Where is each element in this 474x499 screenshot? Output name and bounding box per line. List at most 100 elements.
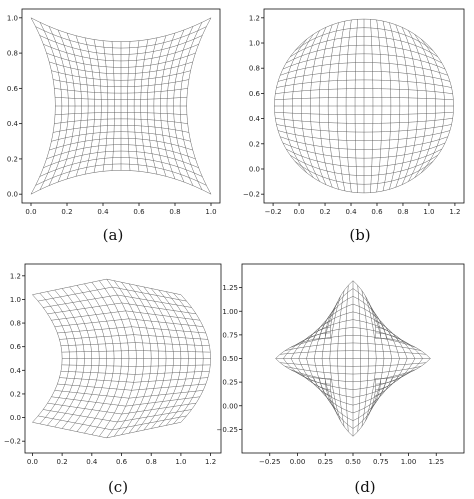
mesh-lines xyxy=(275,280,431,437)
mesh-line-v xyxy=(160,32,176,180)
mesh-line-h xyxy=(295,327,411,345)
mesh-line-h xyxy=(289,36,439,58)
mesh-line-h xyxy=(53,79,189,87)
mesh-lines xyxy=(274,18,454,194)
mesh-line-h xyxy=(59,334,208,340)
mesh-line-v xyxy=(121,282,152,435)
y-tick-label: 0.8 xyxy=(249,65,260,73)
mesh-line-v xyxy=(173,26,194,186)
mesh-line-h xyxy=(38,415,187,431)
y-tick-label: 0.0 xyxy=(10,414,21,422)
mesh-line-v xyxy=(401,27,418,185)
y-tick-label: 0.75 xyxy=(222,331,238,339)
mesh-line-v xyxy=(365,296,377,421)
mesh-line-h xyxy=(47,302,197,315)
mesh-line-h xyxy=(49,61,193,75)
mesh-line-h xyxy=(275,88,453,94)
mesh-line-v xyxy=(357,285,361,432)
mesh-line-v xyxy=(179,22,203,190)
mesh-line-v xyxy=(395,24,410,188)
x-tick-label: 0.4 xyxy=(86,458,98,466)
y-tick-label: 0.8 xyxy=(7,50,18,58)
mesh-line-v xyxy=(427,44,454,168)
mesh-line-h xyxy=(300,18,428,45)
mesh-line-h xyxy=(285,342,421,351)
mesh-line-v xyxy=(151,288,182,429)
x-tick-label: 0.00 xyxy=(290,458,306,466)
mesh-line-v xyxy=(180,294,211,423)
y-tick-label: 0.50 xyxy=(222,355,238,363)
mesh-line-v xyxy=(165,291,196,426)
x-tick-label: 0.2 xyxy=(57,458,68,466)
x-tick-label: 1.2 xyxy=(205,458,216,466)
mesh-line-h xyxy=(54,88,188,94)
mesh-line-v xyxy=(375,326,416,391)
mesh-line-v xyxy=(376,19,383,193)
mesh-line-v xyxy=(140,39,149,173)
mesh-line-v xyxy=(414,34,436,178)
mesh-line-h xyxy=(280,62,448,76)
x-tick-label: 0.0 xyxy=(25,208,36,216)
mesh-line-v xyxy=(370,19,374,193)
mesh-line-h xyxy=(274,97,454,101)
x-tick-label: 0.25 xyxy=(317,458,333,466)
mesh-line-v xyxy=(389,22,401,190)
x-tick-label: 1.0 xyxy=(205,208,216,216)
y-tick-label: 0.6 xyxy=(249,90,261,98)
mesh-line-v xyxy=(113,280,145,437)
mesh-line-h xyxy=(46,52,196,68)
x-tick-label: 1.2 xyxy=(449,208,460,216)
mesh-line-v xyxy=(186,17,212,195)
mesh-line-h xyxy=(38,286,187,302)
panel-a: 0.0 0.2 0.4 0.6 0.8 1.0 0.0 0.2 0.4 0.6 0.8 1.0 (a) xyxy=(7,8,221,244)
x-tick-label: 0.6 xyxy=(133,208,145,216)
mesh-line-h xyxy=(286,44,442,64)
mesh-line-v xyxy=(127,41,131,171)
mesh-line-v xyxy=(368,301,385,416)
mesh-line-v xyxy=(166,29,185,183)
x-tick-label: 0.8 xyxy=(397,208,408,216)
mesh-line-v xyxy=(420,38,445,174)
mesh-line-h xyxy=(313,303,393,340)
mesh-line-v xyxy=(408,30,427,182)
x-tick-label: 0.2 xyxy=(61,208,72,216)
y-tick-label: 1.0 xyxy=(10,296,21,304)
mesh-line-h xyxy=(51,70,191,81)
y-tick-label: 0.6 xyxy=(7,85,19,93)
mesh-line-v xyxy=(375,332,423,385)
mesh-line-v xyxy=(32,294,63,423)
mesh-line-v xyxy=(136,285,167,432)
mesh-line-h xyxy=(43,294,192,308)
mesh-line-v xyxy=(374,320,408,397)
mesh-line-h xyxy=(30,170,212,195)
mesh-line-h xyxy=(35,26,207,49)
axes-frame xyxy=(21,8,221,204)
mesh-line-h xyxy=(55,96,187,100)
mesh-line-v xyxy=(375,338,431,379)
y-tick-label: 0.8 xyxy=(10,320,21,328)
x-tick-label: −0.25 xyxy=(259,458,280,466)
y-tick-label: 0.4 xyxy=(10,367,22,375)
mesh-line-h xyxy=(276,79,452,88)
x-tick-label: 0.75 xyxy=(373,458,389,466)
x-tick-label: 0.4 xyxy=(345,208,357,216)
y-tick-label: 0.2 xyxy=(10,390,21,398)
mesh-line-h xyxy=(43,409,192,423)
mesh-line-v xyxy=(370,308,392,409)
panel-b: −0.2 0.0 0.2 0.4 0.6 0.8 1.0 1.2 −0.2 0.0 0.2 0.4 0.… xyxy=(243,8,465,244)
axes-frame xyxy=(263,8,465,204)
x-tick-label: 0.6 xyxy=(371,208,383,216)
y-tick-label: 0.2 xyxy=(7,155,18,163)
mesh-line-h xyxy=(61,350,211,353)
y-tick-label: 0.4 xyxy=(7,120,19,128)
mesh-line-h xyxy=(319,296,387,339)
panel-caption: (d) xyxy=(354,478,375,496)
mesh-line-v xyxy=(147,37,158,175)
mesh-line-h xyxy=(32,422,181,439)
x-tick-label: 0.8 xyxy=(169,208,180,216)
mesh-line-v xyxy=(30,17,56,195)
panel-caption: (a) xyxy=(103,226,124,244)
y-tick-label: 1.2 xyxy=(10,272,21,280)
y-tick-label: 0.4 xyxy=(249,115,261,123)
mesh-line-v xyxy=(128,283,159,434)
